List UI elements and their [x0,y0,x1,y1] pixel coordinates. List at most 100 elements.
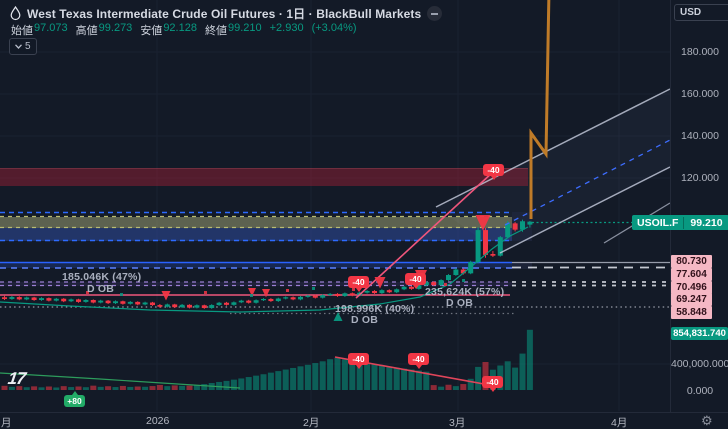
candle [2,297,7,299]
candle [127,301,133,304]
sell-signal-icon [374,277,386,289]
volume-bar [364,363,371,390]
signal-badge[interactable]: +80 [64,391,85,407]
price-tick: 140.000 [681,130,719,142]
candle [253,300,259,303]
signal-badge[interactable]: -40 [348,353,369,369]
candle [201,305,207,308]
candle [16,297,22,300]
candle [53,298,59,301]
indicator-count: 5 [25,41,31,52]
volume-bar [393,367,400,390]
candle [379,290,385,294]
time-tick: 3月 [449,417,466,429]
candle [342,293,348,297]
signal-badge[interactable]: -40 [408,353,429,369]
volume-bar [401,368,408,390]
candle [372,290,377,294]
candle [283,297,289,299]
hide-legend-button[interactable] [427,6,443,21]
settings-gear-icon[interactable]: ⚙ [701,413,713,428]
volume-bar [156,384,163,390]
volume-bar [238,378,245,390]
signal-badge[interactable]: -40 [348,276,369,292]
symbol-title[interactable]: West Texas Intermediate Crude Oil Future… [27,7,422,21]
signal-mark [86,291,89,294]
last-price-label: USOIL.F 99.210 [632,215,728,230]
currency-toggle-button[interactable]: USD [674,4,728,21]
candle [394,289,400,293]
volume-bar [45,386,52,390]
candle [98,300,104,303]
volume-bar [164,386,171,390]
indicators-collapse-button[interactable]: 5 [9,38,37,55]
chevron-down-icon [15,44,22,49]
candle [31,297,37,301]
volume-bar [245,377,252,390]
trend-line [435,88,671,208]
candle [9,297,15,299]
candle [164,304,170,307]
volume-bar [253,375,260,390]
volume-bar [519,353,526,390]
volume-bar [119,385,126,390]
volume-bar [408,369,415,390]
candle [320,295,326,298]
sell-signal-icon [248,288,256,297]
signal-mark [250,294,253,297]
candle [483,230,488,255]
change-percent: (+3.04%) [311,22,357,34]
candle [83,300,89,302]
volume-bar [193,385,200,390]
channel-fill [436,90,670,253]
price-tick: 120.000 [681,172,719,184]
volume-bar [312,363,319,390]
candle [497,237,503,256]
signal-mark [462,279,465,282]
volume-bar [223,380,230,390]
level-price-label: 77.604 [671,268,712,281]
candle [505,223,511,238]
open-label: 始値 [11,25,33,37]
last-price-symbol: USOIL.F [632,216,685,229]
volume-bar [415,370,422,390]
candle [327,293,333,296]
signal-badge[interactable]: -40 [483,164,504,180]
volume-bar [267,372,274,390]
candle [298,296,303,300]
candle [335,293,340,297]
candle [187,304,192,308]
candle [194,305,200,308]
candle [209,305,215,308]
volume-bar [105,386,112,390]
trend-line [499,166,671,254]
volume-bar [16,386,23,390]
signal-badge[interactable]: -40 [482,376,503,392]
volume-bar [186,385,193,390]
volume-bar [149,386,156,390]
order-block-label: D OB [351,314,379,326]
candle [312,295,318,298]
candle [305,295,311,297]
time-axis[interactable]: 月 2026 2月 3月 4月 [0,412,728,429]
tradingview-logo[interactable]: 17 [6,369,27,388]
volume-bar [38,387,45,390]
candle [238,300,244,303]
candle [24,297,30,300]
candle [423,282,429,286]
volume-bar [201,384,208,390]
volume-bar [97,386,104,390]
high-label: 高値 [75,25,98,37]
signal-badge[interactable]: -40 [405,273,426,289]
price-tick: 180.000 [681,46,719,58]
candle [120,301,126,304]
volume-profile-label: 198.996K (40%) [335,303,415,315]
volume-bar [142,386,149,390]
price-axis[interactable]: USD 180.000 160.000 140.000 120.000 80.7… [670,0,728,412]
volume-bar [371,364,378,390]
zone-band [0,228,512,241]
signal-mark [312,287,315,290]
volume-bar [53,387,60,390]
